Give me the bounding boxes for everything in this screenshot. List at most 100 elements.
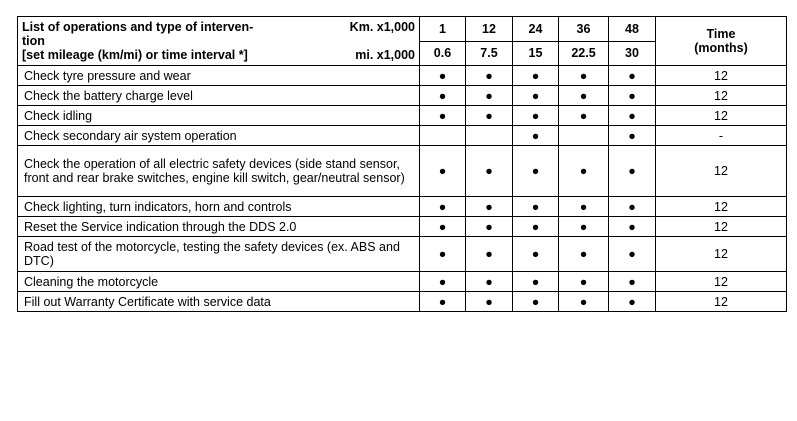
km-value: 48 xyxy=(608,16,656,42)
table-row: Fill out Warranty Certificate with servi… xyxy=(17,291,787,312)
time-interval-cell: 12 xyxy=(655,291,787,312)
interval-mark-cell: ● xyxy=(512,216,559,237)
mi-value: 0.6 xyxy=(419,40,466,66)
interval-mark-cell: ● xyxy=(512,145,559,197)
operation-cell: Reset the Service indication through the… xyxy=(17,216,420,237)
table-row: Check the battery charge level ● ● ● ● ● 12 xyxy=(17,85,787,106)
dot-mark: ● xyxy=(531,247,540,261)
dot-mark: ● xyxy=(531,68,540,83)
interval-mark-cell: ● xyxy=(558,145,609,197)
dot-mark: ● xyxy=(438,164,447,178)
time-interval-cell: 12 xyxy=(655,85,787,106)
operations-body: Check tyre pressure and wear ● ● ● ● ● 12 Check… xyxy=(17,65,787,312)
dot-mark: ● xyxy=(579,164,588,178)
interval-mark-cell: ● xyxy=(558,65,609,86)
dot-mark: ● xyxy=(628,108,636,123)
dot-mark: ● xyxy=(628,68,636,83)
dot-mark: ● xyxy=(531,88,540,103)
mi-value: 15 xyxy=(512,40,559,66)
interval-mark-cell: ● xyxy=(465,236,513,272)
interval-mark-cell: ● xyxy=(608,145,656,197)
interval-mark-cell: ● xyxy=(608,236,656,272)
dot-mark: ● xyxy=(531,219,540,234)
interval-mark-cell: ● xyxy=(465,85,513,106)
time-unit-label: (months) xyxy=(694,41,748,55)
dot-mark: ● xyxy=(628,247,636,261)
interval-mark-cell: ● xyxy=(608,85,656,106)
time-header: Time (months) xyxy=(655,16,787,66)
dot-mark: ● xyxy=(485,274,493,289)
time-interval-cell: 12 xyxy=(655,271,787,292)
dot-mark: ● xyxy=(438,294,447,309)
interval-mark-cell: ● xyxy=(608,271,656,292)
operation-cell: Cleaning the motorcycle xyxy=(17,271,420,292)
dot-mark: ● xyxy=(531,199,540,214)
dot-mark: ● xyxy=(485,164,493,178)
time-interval-cell: 12 xyxy=(655,145,787,197)
time-interval-cell: 12 xyxy=(655,196,787,217)
dot-mark: ● xyxy=(628,199,636,214)
km-value: 24 xyxy=(512,16,559,42)
dot-mark: ● xyxy=(531,294,540,309)
interval-mark-cell: ● xyxy=(465,145,513,197)
time-label: Time xyxy=(706,27,736,41)
interval-mark-cell: ● xyxy=(558,236,609,272)
interval-mark-cell: ● xyxy=(512,196,559,217)
dot-mark: ● xyxy=(579,219,588,234)
interval-mark-cell: ● xyxy=(512,105,559,126)
km-value: 12 xyxy=(465,16,513,42)
dot-mark: ● xyxy=(579,108,588,123)
operation-cell: Check tyre pressure and wear xyxy=(17,65,420,86)
interval-mark-cell: ● xyxy=(465,65,513,86)
interval-mark-cell: ● xyxy=(608,105,656,126)
dot-mark: ● xyxy=(485,247,493,261)
interval-mark-cell: ● xyxy=(419,85,466,106)
interval-mark-cell xyxy=(419,125,466,146)
mi-value: 22.5 xyxy=(558,40,609,66)
interval-mark-cell: ● xyxy=(558,105,609,126)
interval-mark-cell: ● xyxy=(608,125,656,146)
mi-value: 7.5 xyxy=(465,40,513,66)
interval-mark-cell: ● xyxy=(419,196,466,217)
interval-mark-cell: ● xyxy=(419,271,466,292)
time-interval-cell: 12 xyxy=(655,65,787,86)
dot-mark: ● xyxy=(628,294,636,309)
dot-mark: ● xyxy=(579,247,588,261)
interval-mark-cell: ● xyxy=(465,196,513,217)
mi-label: mi. x1,000 xyxy=(355,48,415,62)
operation-cell: Check the battery charge level xyxy=(17,85,420,106)
interval-mark-cell: ● xyxy=(419,236,466,272)
interval-mark-cell: ● xyxy=(608,216,656,237)
operations-title-line2: tion xyxy=(22,34,45,48)
interval-mark-cell xyxy=(465,125,513,146)
dot-mark: ● xyxy=(579,68,588,83)
dot-mark: ● xyxy=(579,274,588,289)
dot-mark: ● xyxy=(438,274,447,289)
dot-mark: ● xyxy=(531,164,540,178)
dot-mark: ● xyxy=(531,108,540,123)
table-row: Check the operation of all electric safe… xyxy=(17,145,787,197)
time-interval-cell: - xyxy=(655,125,787,146)
interval-mark-cell: ● xyxy=(608,291,656,312)
interval-mark-cell: ● xyxy=(512,271,559,292)
table-row: Road test of the motorcycle, testing the… xyxy=(17,236,787,272)
dot-mark: ● xyxy=(485,108,493,123)
interval-mark-cell: ● xyxy=(465,271,513,292)
dot-mark: ● xyxy=(485,219,493,234)
km-value: 36 xyxy=(558,16,609,42)
operation-cell: Fill out Warranty Certificate with servi… xyxy=(17,291,420,312)
dot-mark: ● xyxy=(579,199,588,214)
interval-mark-cell: ● xyxy=(512,236,559,272)
dot-mark: ● xyxy=(579,88,588,103)
dot-mark: ● xyxy=(628,219,636,234)
table-row: Check secondary air system operation ● ● - xyxy=(17,125,787,146)
interval-mark-cell: ● xyxy=(558,291,609,312)
operation-cell: Check idling xyxy=(17,105,420,126)
interval-mark-cell: ● xyxy=(608,196,656,217)
dot-mark: ● xyxy=(438,247,447,261)
interval-mark-cell: ● xyxy=(558,271,609,292)
header-row-km: List of operations and type of interven-… xyxy=(17,16,787,66)
operation-cell: Check the operation of all electric safe… xyxy=(17,145,420,197)
dot-mark: ● xyxy=(628,164,636,178)
table-row: Check idling ● ● ● ● ● 12 xyxy=(17,105,787,126)
